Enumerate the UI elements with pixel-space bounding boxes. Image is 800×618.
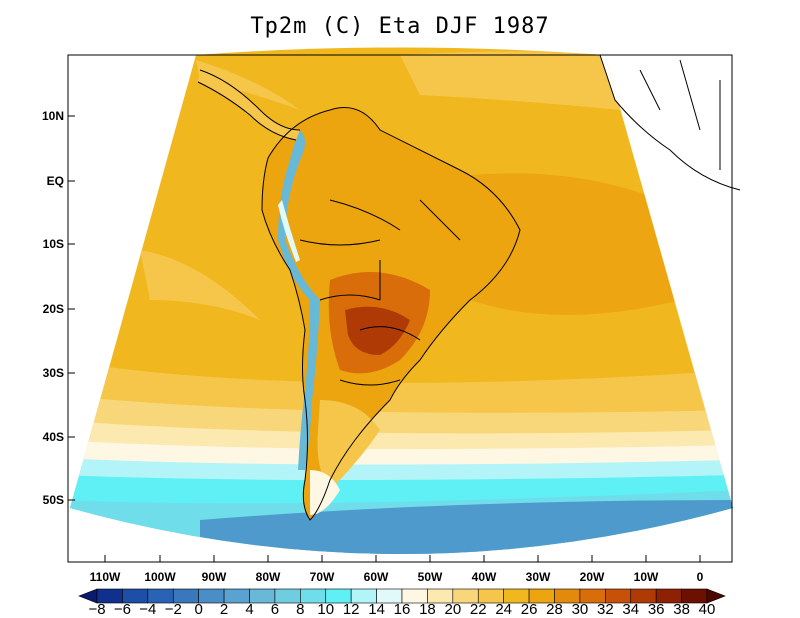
lat-label-10n: 10N [41,109,64,123]
colorbar-tick-label: 4 [245,601,254,618]
axis-ticks [68,115,701,562]
country-borders [299,199,461,386]
colorbar-tick-label: 14 [368,601,385,618]
band-8 [200,500,733,554]
colorbar-tick-label: 18 [419,601,436,618]
colorbar-tick-label: 30 [571,601,589,618]
lon-label-110w: 110W [89,570,121,584]
lon-label-20w: 20W [579,570,605,584]
central-america-coast [197,69,301,141]
interior-very-hot [345,306,410,355]
andes-strip [278,130,320,470]
colorbar-tick-label: −6 [113,601,131,618]
colorbar-tick-label: 12 [342,601,360,618]
colorbar-tick-label: 36 [647,601,665,618]
colorbar-tick-label: 8 [296,601,305,618]
colorbar-tick-label: 22 [469,601,487,618]
model-domain [70,47,733,554]
lat-label-20s: 20S [42,302,64,316]
lon-label-80w: 80W [255,570,281,584]
colorbar-tick-label: 0 [194,601,203,618]
map-title: Tp2m (C) Eta DJF 1987 [250,14,550,39]
colorbar-tick-label: 38 [673,601,690,618]
colorbar-tick-label: 28 [546,601,563,618]
lon-label-10w: 10W [633,570,659,584]
africa-borders [639,59,721,170]
colorbar-tick-label: 10 [317,601,335,618]
colorbar-tick-label: 6 [270,601,280,618]
lon-label-50w: 50W [417,570,443,584]
lat-label-eq: EQ [46,174,64,188]
colorbar-tick-label: 40 [698,601,716,618]
colorbar-tick-label: 32 [596,601,614,618]
lon-label-70w: 70W [309,570,335,584]
south-america-coast [261,107,521,521]
coastlines [197,54,741,521]
lon-label-90w: 90W [201,570,227,584]
colorbar [78,588,726,604]
colorbar-tick-label: 24 [495,601,512,618]
lat-label-40s: 40S [42,430,64,444]
colorbar-tick-label: −2 [164,601,182,618]
central-america [198,70,300,140]
colorbar-tick-label: −4 [139,601,157,618]
colorbar-tick-label: −8 [88,601,106,618]
caribbean-warm [400,51,620,110]
africa-coast [599,54,741,191]
colorbar-tick-label: 20 [444,601,462,618]
colorbar-tick-label: 16 [393,601,411,618]
lat-label-30s: 30S [42,366,64,380]
lat-label-50s: 50S [42,493,64,507]
lon-label-0: 0 [696,570,704,584]
lon-label-60w: 60W [363,570,389,584]
colorbar-arrow-high [706,588,726,604]
lat-label-10s: 10S [42,237,64,251]
colorbar-tick-label: 34 [622,601,640,618]
lon-label-100w: 100W [144,570,176,584]
andes-snow [278,200,300,262]
pale-tongue-north [196,60,300,110]
colorbar-tick-label: 2 [219,601,229,618]
patagonia-cool [317,400,380,490]
lon-label-40w: 40W [471,570,497,584]
colorbar-tick-label: 26 [520,601,538,618]
pacific-cool-band [140,250,260,320]
lon-label-30w: 30W [525,570,551,584]
